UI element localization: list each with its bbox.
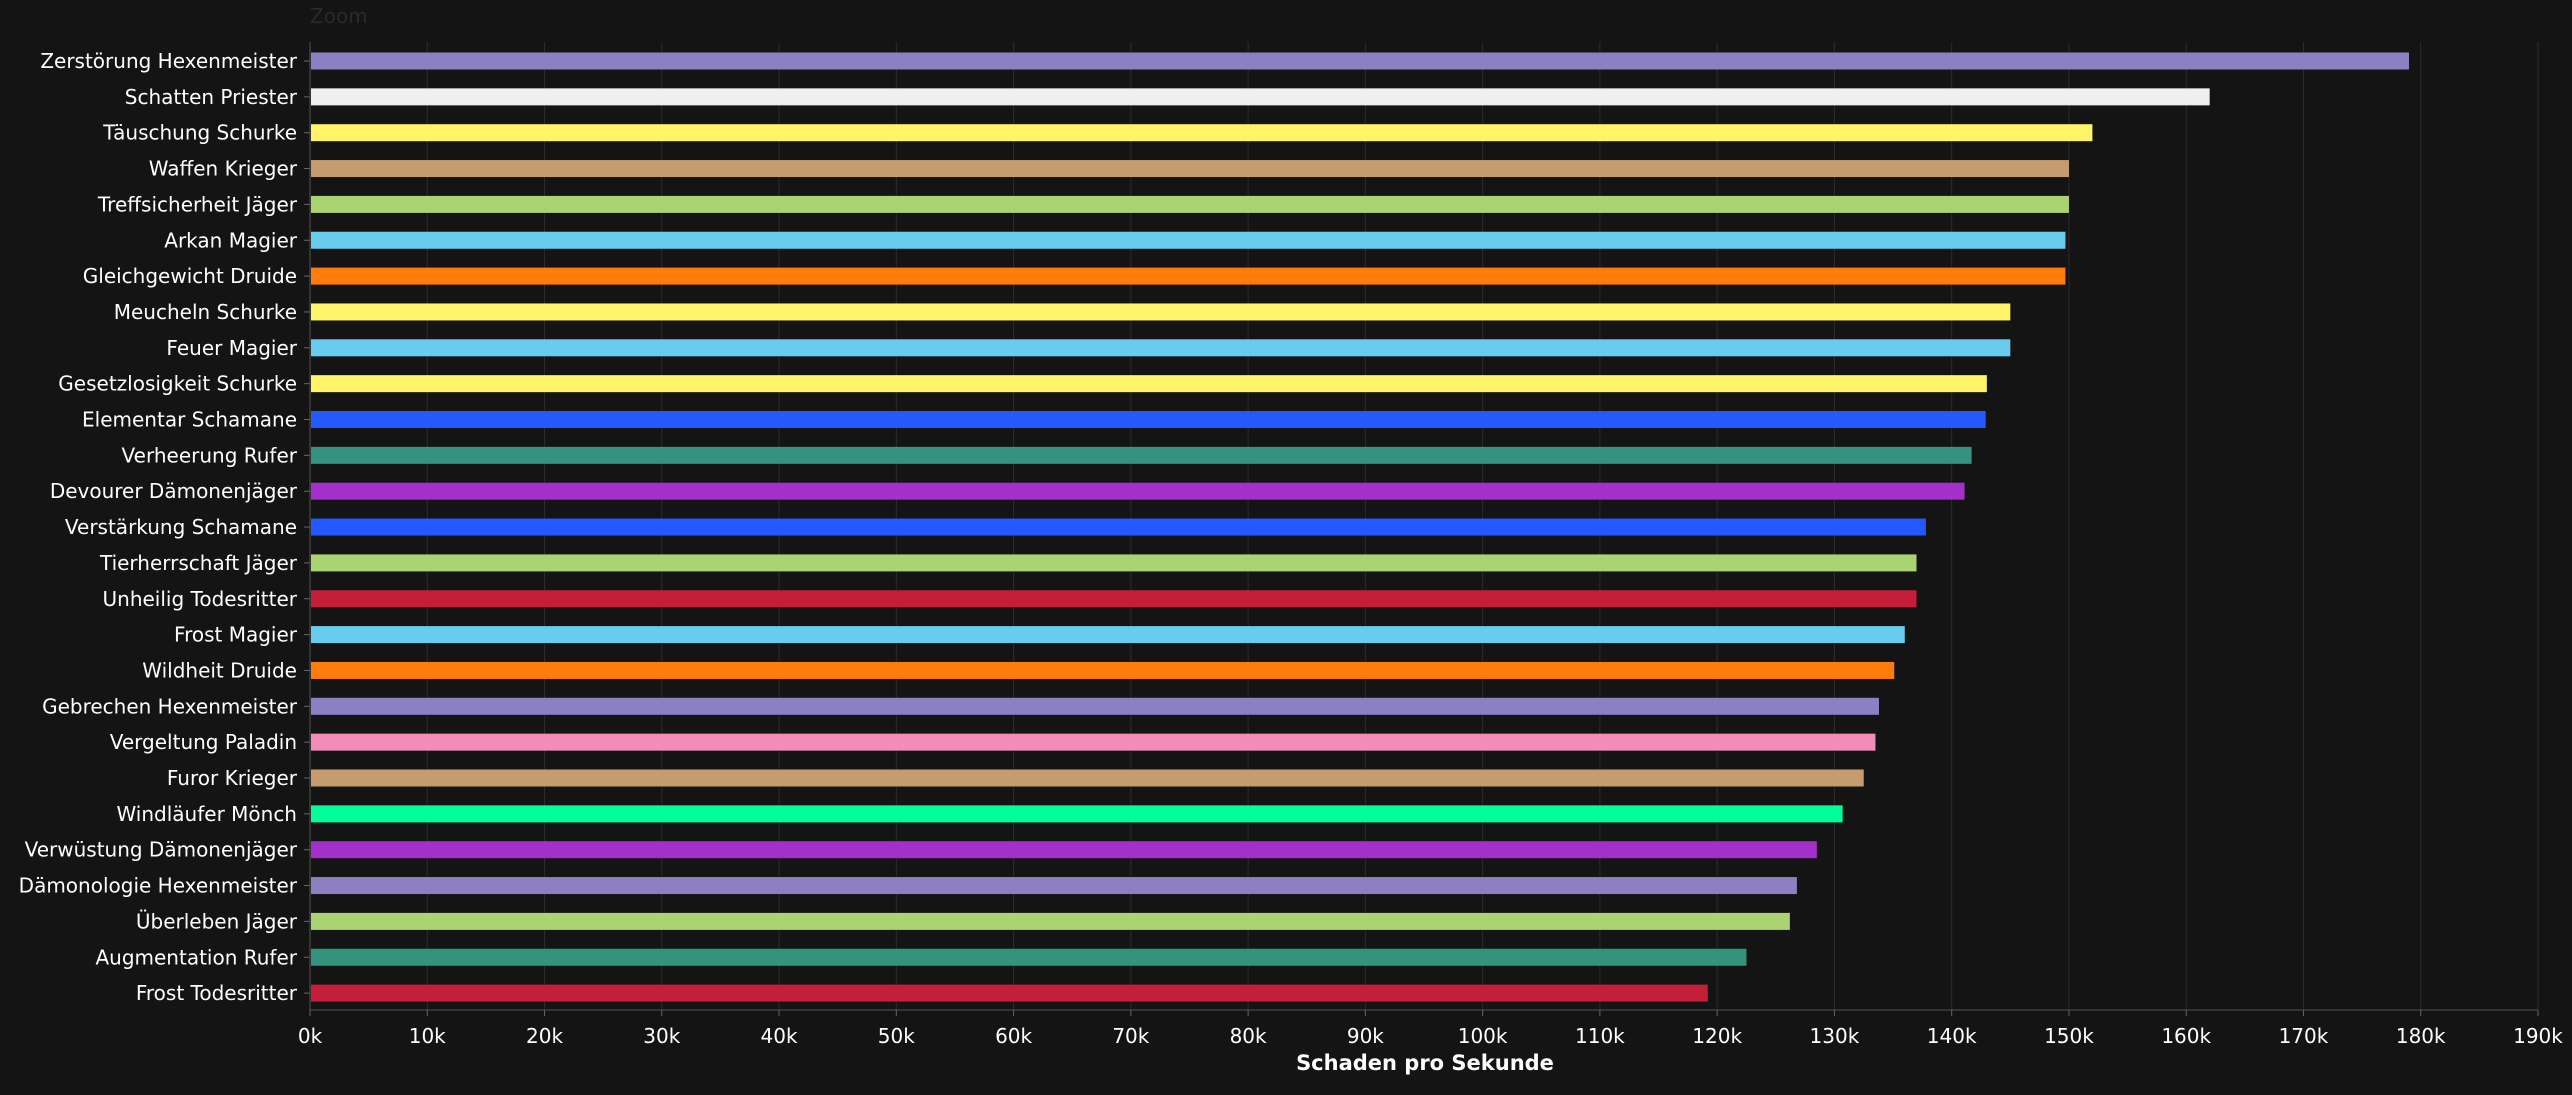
y-category-label: Verheerung Rufer [122,443,298,467]
bar[interactable] [311,52,2410,70]
y-category-label: Frost Todesritter [136,981,298,1005]
bar[interactable] [311,482,1965,500]
x-tick-label: 80k [1230,1024,1267,1048]
y-axis-labels: Zerstörung Hexenmeister Schatten Priester… [19,49,310,1005]
x-tick-label: 160k [2161,1024,2211,1048]
bar[interactable] [311,195,2069,213]
y-category-label: Verwüstung Dämonenjäger [25,838,298,862]
x-tick-label: 180k [2396,1024,2446,1048]
bar[interactable] [311,518,1926,536]
y-category-label: Überleben Jäger [136,909,298,933]
x-tick-label: 50k [878,1024,915,1048]
y-category-label: Zerstörung Hexenmeister [40,49,297,73]
bar[interactable] [311,231,2066,249]
y-category-label: Frost Magier [174,623,298,647]
y-category-label: Devourer Dämonenjäger [50,479,298,503]
bar[interactable] [311,88,2210,106]
y-category-label: Gleichgewicht Druide [83,264,297,288]
bar[interactable] [311,984,1708,1002]
x-axis: 0k 10k 20k 30k 40k 50k 60k 70k 80k 90k 100k 110k 120… [298,42,2563,1048]
x-tick-label: 90k [1347,1024,1384,1048]
x-tick-label: 120k [1692,1024,1742,1048]
bar-series [311,52,2410,1002]
bar[interactable] [311,948,1747,966]
bar[interactable] [311,303,2011,321]
y-category-label: Waffen Krieger [149,157,298,181]
x-tick-label: 60k [995,1024,1032,1048]
x-tick-label: 0k [298,1024,323,1048]
y-category-label: Feuer Magier [166,336,297,360]
bar[interactable] [311,626,1905,644]
bar[interactable] [311,697,1879,715]
x-tick-label: 100k [1458,1024,1508,1048]
x-axis-title: Schaden pro Sekunde [1296,1051,1554,1075]
y-category-label: Täuschung Schurke [102,121,297,145]
bar[interactable] [311,554,1917,572]
bar[interactable] [311,877,1797,895]
x-tick-label: 20k [526,1024,563,1048]
bar[interactable] [311,590,1917,608]
y-category-label: Treffsicherheit Jäger [97,192,298,216]
x-tick-label: 140k [1927,1024,1977,1048]
y-category-label: Elementar Schamane [82,408,297,432]
bar[interactable] [311,661,1895,679]
y-category-label: Windläufer Mönch [116,802,297,826]
y-category-label: Unheilig Todesritter [103,587,298,611]
x-tick-label: 150k [2044,1024,2094,1048]
bar[interactable] [311,339,2011,357]
x-tick-label: 130k [1810,1024,1860,1048]
zoom-label[interactable]: Zoom [310,4,368,28]
y-category-label: Meucheln Schurke [114,300,297,324]
bar[interactable] [311,805,1843,823]
y-category-label: Gesetzlosigkeit Schurke [58,372,297,396]
bar[interactable] [311,411,1986,428]
bar[interactable] [311,769,1864,787]
bar[interactable] [311,912,1790,930]
bar[interactable] [311,375,1987,393]
y-category-label: Tierherrschaft Jäger [99,551,298,575]
y-category-label: Schatten Priester [125,85,298,109]
bar[interactable] [311,733,1876,751]
bar[interactable] [311,267,2066,285]
y-category-label: Dämonologie Hexenmeister [19,874,298,898]
y-category-label: Verstärkung Schamane [65,515,297,539]
x-tick-label: 10k [409,1024,446,1048]
x-tick-label: 70k [1112,1024,1149,1048]
x-tick-label: 190k [2513,1024,2563,1048]
y-category-label: Vergeltung Paladin [110,730,297,754]
x-tick-label: 110k [1575,1024,1625,1048]
x-tick-label: 30k [643,1024,680,1048]
y-category-label: Arkan Magier [164,228,297,252]
y-category-label: Wildheit Druide [142,658,297,682]
y-category-label: Augmentation Rufer [95,945,297,969]
bar[interactable] [311,160,2069,178]
y-category-label: Gebrechen Hexenmeister [42,694,298,718]
bar[interactable] [311,446,1972,464]
x-tick-label: 170k [2279,1024,2329,1048]
bar[interactable] [311,124,2093,142]
x-tick-label: 40k [761,1024,798,1048]
y-category-label: Furor Krieger [167,766,298,790]
bar[interactable] [311,841,1817,859]
